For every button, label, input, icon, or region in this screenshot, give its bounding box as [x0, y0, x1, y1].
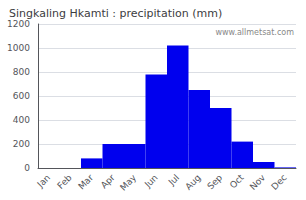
svg-text:0: 0 — [24, 163, 30, 173]
svg-text:Feb: Feb — [55, 172, 74, 191]
svg-text:Aug: Aug — [183, 172, 202, 191]
svg-text:600: 600 — [13, 91, 30, 101]
svg-text:200: 200 — [13, 139, 30, 149]
svg-text:1000: 1000 — [7, 43, 30, 53]
svg-text:1200: 1200 — [7, 19, 30, 29]
svg-text:Jan: Jan — [35, 172, 53, 190]
svg-text:800: 800 — [13, 67, 30, 77]
svg-text:Mar: Mar — [76, 172, 95, 191]
svg-text:Dec: Dec — [269, 172, 288, 191]
svg-text:Oct: Oct — [228, 172, 246, 190]
svg-text:Nov: Nov — [248, 172, 268, 192]
svg-text:Apr: Apr — [99, 172, 117, 190]
svg-text:www.allmetsat.com: www.allmetsat.com — [216, 28, 295, 37]
svg-text:May: May — [118, 172, 139, 193]
svg-text:Sep: Sep — [205, 172, 224, 191]
svg-text:Jun: Jun — [142, 172, 160, 190]
svg-text:400: 400 — [13, 115, 30, 125]
svg-text:Singkaling Hkamti : precipitat: Singkaling Hkamti : precipitation (mm) — [9, 7, 222, 20]
svg-text:Jul: Jul — [166, 172, 181, 187]
